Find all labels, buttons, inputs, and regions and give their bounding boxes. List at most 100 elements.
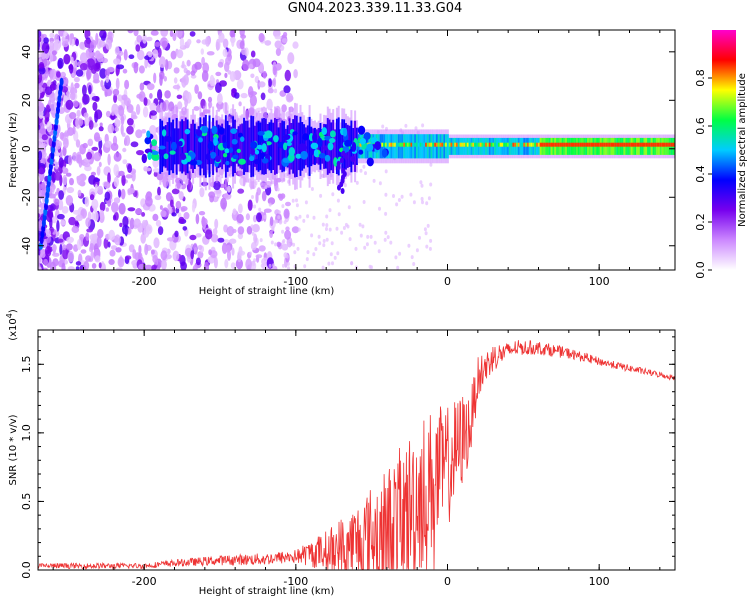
heatmap-band-core (607, 142, 610, 147)
heatmap-blob (222, 134, 227, 143)
heatmap-band-core (634, 142, 637, 147)
heatmap-speckle (180, 206, 188, 212)
heatmap-blob (232, 154, 239, 160)
heatmap-speckle (342, 226, 346, 230)
heatmap-speckle (197, 251, 204, 259)
heatmap-band-core (605, 142, 608, 147)
heatmap-speckle (79, 52, 88, 64)
colorbar (712, 30, 736, 270)
heatmap-band-core (641, 142, 644, 147)
heatmap-band-core (425, 142, 428, 147)
heatmap-speckle (63, 31, 68, 37)
heatmap-band-core (412, 142, 415, 147)
heatmap-speckle (160, 30, 169, 37)
heatmap-speckle (131, 170, 136, 182)
heatmap-band-core (481, 142, 484, 147)
heatmap-speckle (93, 211, 99, 222)
heatmap-speckle (172, 250, 180, 262)
heatmap-speckle (38, 62, 45, 69)
heatmap-speckle (412, 262, 416, 266)
heatmap-band-core (483, 142, 486, 147)
heatmap-blob (264, 130, 273, 139)
heatmap-speckle (112, 214, 117, 221)
heatmap-speckle (395, 202, 399, 207)
heatmap-band (239, 124, 242, 169)
heatmap-speckle (205, 36, 211, 47)
heatmap-speckle (87, 58, 96, 71)
heatmap-speckle (414, 126, 418, 131)
heatmap-speckle (312, 252, 316, 257)
heatmap-speckle (86, 151, 93, 160)
heatmap-speckle (149, 110, 157, 116)
heatmap-speckle (38, 213, 41, 219)
heatmap-band-core (577, 142, 580, 147)
heatmap-speckle (107, 31, 113, 39)
heatmap-blob (321, 127, 328, 136)
heatmap-speckle (144, 243, 149, 256)
heatmap-blob (230, 128, 238, 134)
heatmap-blob (198, 137, 203, 143)
heatmap-speckle (213, 180, 221, 191)
heatmap-speckle (61, 86, 68, 93)
heatmap-band-core (639, 142, 642, 147)
heatmap-speckle (213, 189, 222, 195)
heatmap-speckle (91, 263, 97, 269)
heatmap-speckle (150, 114, 158, 120)
heatmap-band-core (388, 142, 391, 147)
heatmap-speckle (120, 115, 125, 126)
heatmap-band-core (536, 142, 539, 147)
heatmap-speckle (72, 100, 79, 108)
heatmap-speckle (186, 59, 191, 67)
heatmap-speckle (160, 250, 168, 261)
heatmap-speckle (192, 264, 198, 270)
heatmap-speckle (415, 248, 419, 253)
heatmap-blob (207, 141, 214, 151)
heatmap-speckle (362, 164, 366, 169)
snr-line (38, 340, 675, 570)
heatmap-band-core (381, 142, 384, 147)
heatmap-blob (169, 150, 176, 155)
heatmap-band-core (399, 142, 402, 147)
heatmap-speckle (419, 180, 423, 185)
heatmap-speckle (176, 94, 183, 100)
heatmap-speckle (268, 263, 272, 268)
heatmap-speckle (225, 244, 231, 253)
heatmap-speckle (55, 143, 61, 150)
heatmap-speckle (65, 243, 73, 251)
heatmap-band-core (392, 142, 395, 147)
heatmap-speckle (67, 154, 73, 166)
heatmap-blob (313, 149, 319, 158)
heatmap-blob (253, 159, 260, 165)
heatmap-speckle (63, 53, 71, 65)
heatmap-speckle (327, 261, 331, 266)
heatmap-speckle (56, 71, 61, 78)
heatmap-speckle (195, 233, 202, 238)
heatmap-blob (151, 150, 159, 155)
heatmap-band-core (517, 142, 520, 147)
heatmap-blob (163, 153, 169, 160)
heatmap-speckle (217, 61, 224, 68)
heatmap-band (334, 129, 337, 164)
heatmap-speckle (370, 265, 373, 270)
heatmap-speckle (306, 250, 310, 255)
heatmap-band (204, 115, 207, 178)
heatmap-speckle (276, 187, 280, 192)
heatmap-band-core (632, 142, 635, 147)
heatmap-speckle (277, 215, 281, 220)
heatmap-band-core (432, 142, 435, 147)
heatmap-speckle (122, 216, 129, 227)
heatmap-speckle (337, 212, 341, 217)
heatmap-speckle (181, 76, 187, 88)
heatmap-blob (302, 133, 309, 141)
heatmap-speckle (175, 30, 183, 38)
heatmap-speckle (163, 76, 167, 82)
heatmap-speckle (253, 233, 258, 244)
heatmap-speckle (95, 32, 99, 45)
heatmap-speckle (127, 163, 133, 173)
heatmap-speckle (168, 207, 173, 214)
heatmap-speckle (283, 85, 291, 94)
heatmap-blob (261, 158, 269, 164)
heatmap-blob (213, 136, 218, 147)
heatmap-blob (218, 126, 225, 135)
heatmap-band-core (567, 142, 569, 147)
